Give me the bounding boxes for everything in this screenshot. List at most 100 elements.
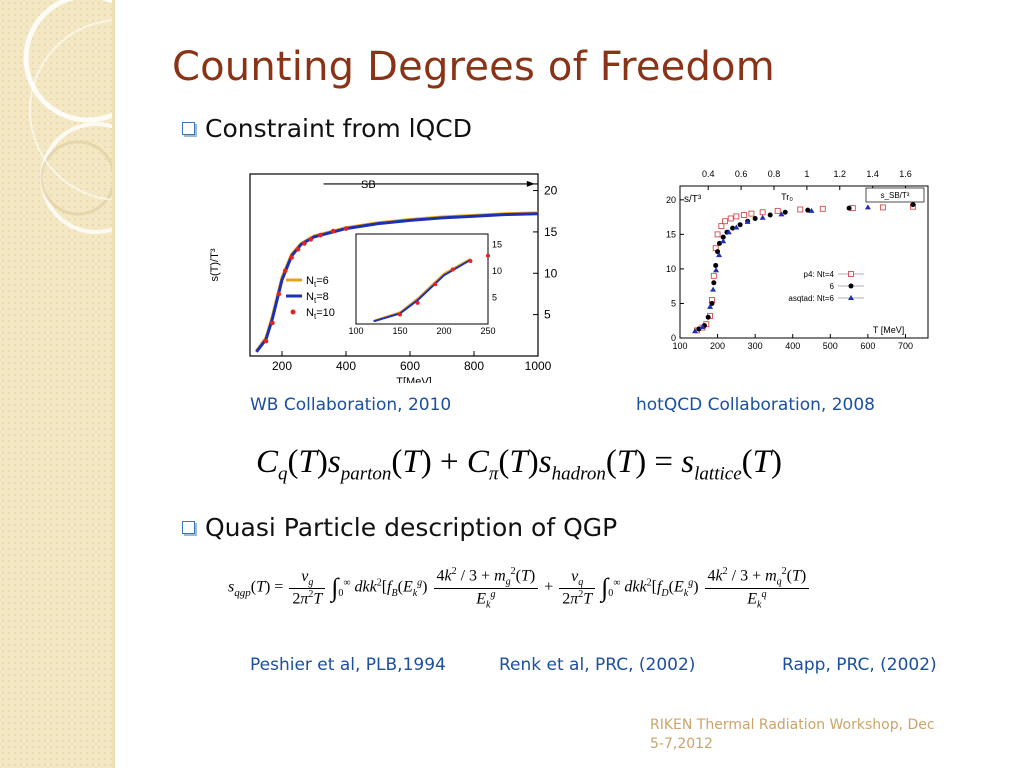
nt6-point [805,207,811,213]
nt10-point [276,291,282,297]
p4-point [797,206,804,213]
inset-nt10-point [468,259,473,263]
nt10-point [263,338,269,344]
p4-point [879,204,886,211]
legend-label: asqtad: Nt=6 [788,294,834,303]
nt6-point [782,209,788,215]
y-tick-label: 5 [544,308,551,322]
p4-point [710,272,717,279]
asqtad-point [707,303,714,309]
nt10-point [308,237,314,242]
checkbox-bullet-icon [182,521,195,534]
top-tick-label: 0.8 [768,169,781,179]
legend-label: Nt=6 [306,275,329,289]
footer-text: RIKEN Thermal Radiation Workshop, Dec 5-… [650,717,935,752]
p4-point [819,205,826,212]
nt10-point [270,320,275,326]
nt6-point [720,234,726,240]
equation-entropy-constraint: Cq(T)sparton(T) + Cπ(T)shadron(T) = slat… [256,444,782,485]
top-tick-label: 0.6 [735,169,748,179]
asqtad-point [720,238,727,244]
asqtad-point [692,328,699,334]
inset-nt10-point [415,300,420,305]
legend-label: Nt=10 [306,307,335,321]
nt6-point [910,202,916,208]
y-tick-label: 15 [544,225,558,239]
caption-hotqcd: hotQCD Collaboration, 2008 [636,395,875,415]
top-axis-label: Tr₀ [781,192,793,202]
sb-arrow-icon [526,180,535,187]
y-tick-label: 5 [671,298,676,308]
asqtad-point [759,214,766,220]
x-tick-label: 700 [898,341,913,351]
y-tick-label: 0 [671,333,676,343]
x-tick-label: 300 [748,341,763,351]
nt6-point [713,262,719,268]
inset-x-tick-label: 200 [436,326,451,336]
x-tick-label: 200 [272,359,292,373]
bullet-text: Quasi Particle description of QGP [205,513,618,542]
asqtad-point [716,252,723,258]
p4-point [740,212,747,218]
nt6-point [752,215,758,221]
inset-x-tick-label: 100 [348,326,363,336]
equation-quasi-particle: sqgp(T) = vg 2π2T ∫0∞ dkk2[fB(Ekg) 4k2 / … [228,566,811,610]
inset-y-tick-label: 5 [492,293,497,303]
asqtad-point [710,286,717,292]
nt6-point [716,240,722,246]
plot-frame [679,185,929,339]
nt10-point [343,226,349,231]
top-tick-label: 1 [804,169,809,179]
nt6-point [696,326,702,332]
inset-nt10-point [450,267,455,272]
top-tick-label: 1.4 [866,169,879,179]
x-axis-label: T[MeV] [396,376,431,383]
x-tick-label: 400 [336,359,356,373]
decorative-side-band [0,0,112,768]
series-line-nt8 [255,212,539,353]
nt10-point [295,246,301,252]
top-tick-label: 1.2 [834,169,847,179]
p4-point [759,209,766,216]
nt6-point [846,205,852,211]
x-tick-label: 1000 [525,359,552,373]
x-tick-label: 200 [710,341,725,351]
x-tick-label: 800 [464,359,484,373]
p4-point [722,218,729,225]
x-tick-label: 600 [400,359,420,373]
wb-entropy-chart: SB 200 400 600 800 1000 5 10 15 20 T[MeV] s(T)/T³ 10… [209,173,558,383]
p4-point [727,215,734,222]
bullet-constraint: Constraint from lQCD [182,114,472,143]
nt6-point [737,222,743,228]
side-divider [112,0,115,768]
p4-point [714,231,721,238]
caption-rapp: Rapp, PRC, (2002) [782,655,937,675]
legend-marker-p4 [848,271,854,277]
asqtad-point [778,211,785,217]
y-axis-label: s(T)/T³ [209,248,221,281]
inset-y-tick-label: 10 [492,266,502,276]
inset-x-tick-label: 250 [480,326,495,336]
nt6-point [705,314,711,320]
y-tick-label: 15 [666,229,676,239]
inset-nt10-point [398,312,402,317]
caption-wb: WB Collaboration, 2010 [250,395,452,415]
x-tick-label: 400 [785,341,800,351]
asqtad-point [808,207,815,213]
legend-label: 6 [830,282,835,291]
sb-label: s_SB/T³ [881,191,910,200]
decorative-circles [23,0,112,234]
inset-y-tick-label: 15 [492,240,502,250]
p4-point [774,207,781,214]
asqtad-point [864,204,871,210]
inset-frame [355,233,489,325]
legend-marker-nt6 [848,283,854,289]
sb-box [865,187,925,203]
checkbox-bullet-icon [182,122,195,135]
y-tick-label: 20 [544,184,558,198]
nt10-point [318,232,323,238]
asqtad-point [713,267,720,273]
caption-renk: Renk et al, PRC, (2002) [499,655,696,675]
legend-label: p4: Nt=4 [804,270,835,279]
legend-marker-nt10 [290,309,296,315]
